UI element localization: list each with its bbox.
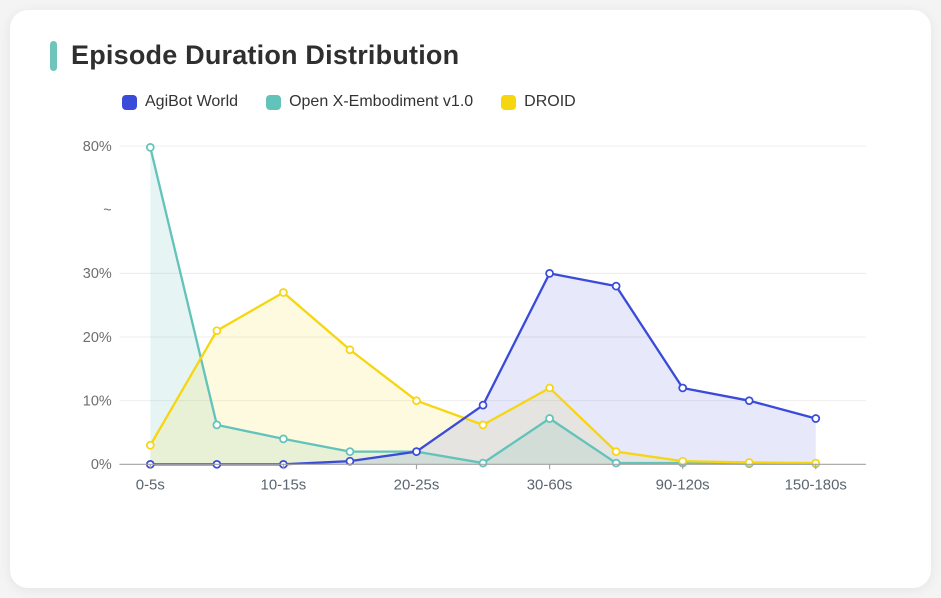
title-accent-bar [50, 40, 57, 71]
svg-text:20%: 20% [83, 330, 112, 346]
chart-area: 0-5s 10-15s 20-25s 30-60s 90-120s 150-180s 0% 1… [50, 121, 891, 518]
legend-item-agibot-world[interactable]: AgiBot World [122, 93, 238, 111]
page-title: Episode Duration Distribution [71, 40, 460, 70]
legend-item-droid[interactable]: DROID [501, 93, 576, 111]
svg-text:30-60s: 30-60s [527, 476, 573, 493]
svg-text:150-180s: 150-180s [785, 476, 847, 493]
duration-distribution-chart: 0-5s 10-15s 20-25s 30-60s 90-120s 150-180s 0% 1… [83, 139, 866, 493]
legend-swatch-droid [501, 94, 517, 110]
legend-swatch-open-x-embodiment [266, 94, 282, 110]
svg-text:~: ~ [103, 203, 111, 219]
svg-text:30%: 30% [83, 266, 112, 282]
svg-text:0-5s: 0-5s [136, 476, 165, 493]
svg-text:80%: 80% [83, 139, 112, 155]
legend-item-open-x-embodiment[interactable]: Open X-Embodiment v1.0 [266, 93, 473, 111]
legend-swatch-agibot-world [122, 94, 137, 110]
legend-label-droid: DROID [524, 93, 576, 110]
svg-text:0%: 0% [91, 457, 112, 473]
legend: AgiBot World Open X-Embodiment v1.0 DROI… [122, 93, 891, 111]
svg-text:10-15s: 10-15s [261, 476, 307, 493]
svg-text:10%: 10% [83, 394, 112, 410]
svg-text:90-120s: 90-120s [656, 476, 710, 493]
legend-label-agibot-world: AgiBot World [145, 93, 239, 110]
title-row: Episode Duration Distribution [50, 40, 891, 71]
svg-text:20-25s: 20-25s [394, 476, 440, 493]
legend-label-open-x-embodiment: Open X-Embodiment v1.0 [289, 93, 474, 110]
chart-card: Episode Duration Distribution AgiBot Wor… [10, 10, 931, 588]
